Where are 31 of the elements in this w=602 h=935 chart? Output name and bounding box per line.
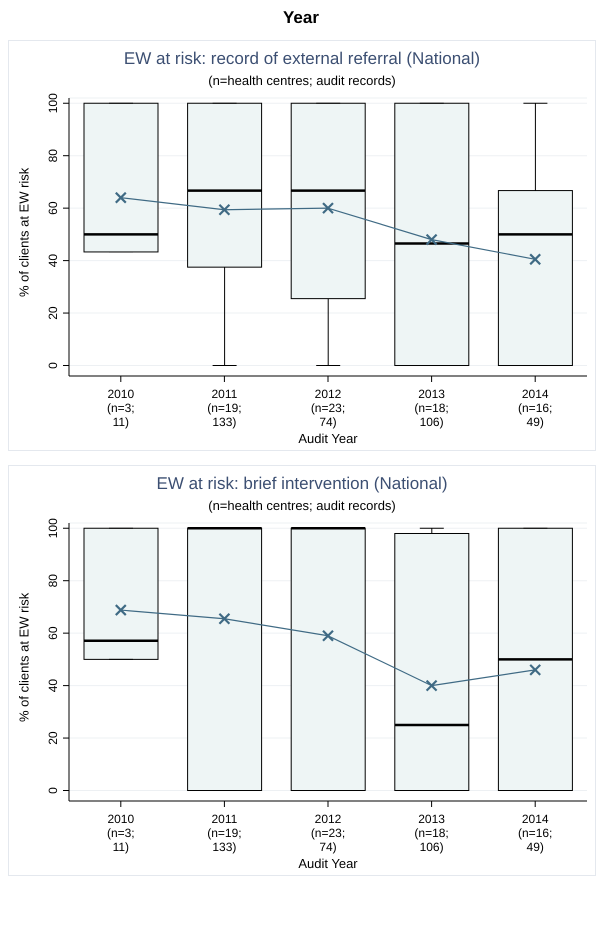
- y-axis-title: % of clients at EW risk: [16, 592, 32, 722]
- y-tick-label: 40: [46, 678, 60, 692]
- x-tick-label: 2012 (n=23; 74): [310, 387, 346, 429]
- y-tick-label: 60: [46, 626, 60, 640]
- y-tick-label: 40: [46, 254, 60, 268]
- y-tick-label: 100: [46, 92, 60, 114]
- text: Year: [282, 8, 320, 28]
- x-axis-title: Audit Year: [297, 431, 359, 446]
- y-tick-label: 80: [46, 574, 60, 588]
- x-tick-label: 2012 (n=23; 74): [310, 812, 346, 854]
- y-tick-label: 100: [46, 518, 60, 538]
- chart-title: EW at risk: brief intervention (National): [156, 474, 448, 494]
- chart-subtitle: (n=health centres; audit records): [207, 498, 397, 513]
- x-axis-title: Audit Year: [297, 856, 359, 871]
- y-tick-label: 20: [46, 306, 60, 320]
- x-tick-label: 2014 (n=16; 49): [518, 387, 552, 429]
- y-tick-label: 20: [46, 731, 60, 745]
- x-tick-label: 2011 (n=19; 133): [207, 812, 242, 854]
- chart-subtitle: (n=health centres; audit records): [207, 73, 397, 88]
- x-tick-label: 2010 (n=3; 11): [106, 387, 135, 429]
- chart-title: EW at risk: record of external referral (National): [122, 49, 482, 69]
- x-tick-label: 2011 (n=19; 133): [207, 387, 242, 429]
- x-tick-label: 2010 (n=3; 11): [106, 812, 135, 854]
- x-tick-label: 2014 (n=16; 49): [518, 812, 552, 854]
- x-tick-label: 2013 (n=18; 106): [414, 387, 449, 429]
- y-tick-label: 60: [46, 201, 60, 215]
- y-tick-label: 0: [46, 786, 60, 794]
- x-tick-label: 2013 (n=18; 106): [414, 812, 449, 854]
- y-tick-label: 0: [46, 362, 60, 369]
- y-tick-label: 80: [46, 148, 60, 162]
- y-axis-title: % of clients at EW risk: [16, 167, 32, 297]
